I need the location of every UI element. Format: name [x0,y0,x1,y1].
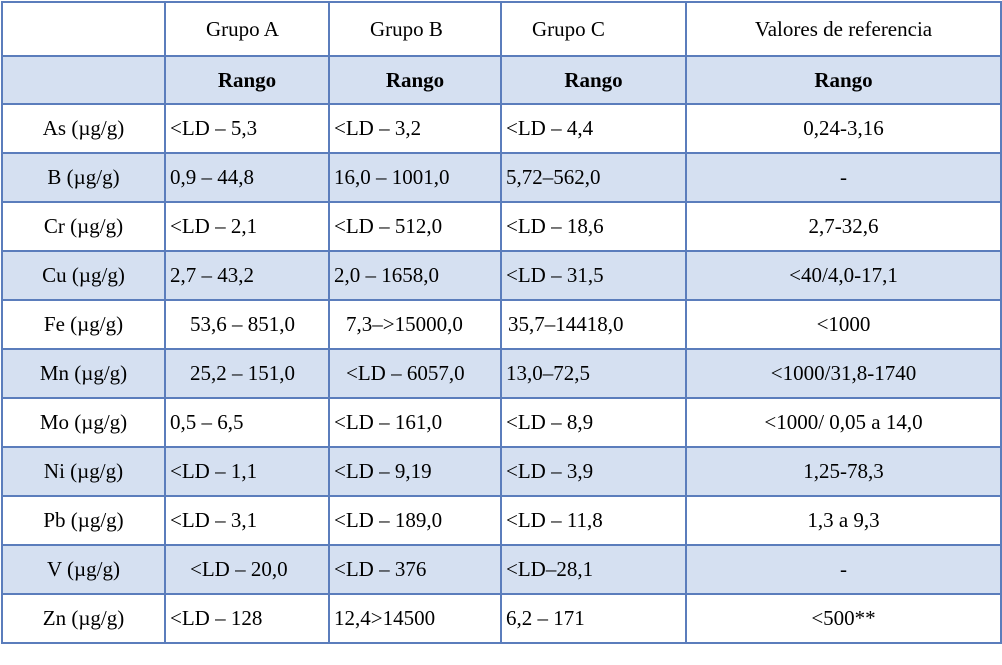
grupo-b-value: 12,4>14500 [328,593,502,644]
data-table: Grupo A Grupo B Grupo C Valores de refer… [1,1,1002,644]
reference-value: <1000 [685,299,1002,350]
table-row: Mo (µg/g) 0,5 – 6,5 <LD – 161,0 <LD – 8,… [1,397,1002,448]
table-row: V (µg/g) <LD – 20,0 <LD – 376 <LD–28,1 - [1,544,1002,595]
subheader-rango-a: Rango [164,55,330,105]
header-valores-referencia: Valores de referencia [685,1,1002,57]
grupo-b-value: 7,3–>15000,0 [328,299,502,350]
grupo-b-value: <LD – 376 [328,544,502,595]
table-row: Fe (µg/g) 53,6 – 851,0 7,3–>15000,0 35,7… [1,299,1002,350]
grupo-b-value: 2,0 – 1658,0 [328,250,502,301]
table-row: Cu (µg/g) 2,7 – 43,2 2,0 – 1658,0 <LD – … [1,250,1002,301]
subheader-rango-c: Rango [500,55,687,105]
table-row: Zn (µg/g) <LD – 128 12,4>14500 6,2 – 171… [1,593,1002,644]
header-corner-cell [1,1,166,57]
grupo-a-value: 25,2 – 151,0 [164,348,330,399]
table-row: Cr (µg/g) <LD – 2,1 <LD – 512,0 <LD – 18… [1,201,1002,252]
element-label: Mo (µg/g) [1,397,166,448]
subheader-corner-cell [1,55,166,105]
grupo-c-value: 5,72–562,0 [500,152,687,203]
element-label: Zn (µg/g) [1,593,166,644]
grupo-c-value: <LD – 3,9 [500,446,687,497]
element-label: As (µg/g) [1,103,166,154]
reference-value: <1000/31,8-1740 [685,348,1002,399]
header-grupo-a: Grupo A [164,1,330,57]
grupo-b-value: <LD – 6057,0 [328,348,502,399]
grupo-b-value: <LD – 189,0 [328,495,502,546]
element-label: B (µg/g) [1,152,166,203]
element-label: Cu (µg/g) [1,250,166,301]
header-grupo-b: Grupo B [328,1,502,57]
grupo-a-value: 0,9 – 44,8 [164,152,330,203]
reference-value: 1,3 a 9,3 [685,495,1002,546]
grupo-b-value: <LD – 9,19 [328,446,502,497]
grupo-b-value: <LD – 161,0 [328,397,502,448]
element-label: Ni (µg/g) [1,446,166,497]
grupo-a-value: 53,6 – 851,0 [164,299,330,350]
subheader-rango-b: Rango [328,55,502,105]
element-label: Cr (µg/g) [1,201,166,252]
table-row: Ni (µg/g) <LD – 1,1 <LD – 9,19 <LD – 3,9… [1,446,1002,497]
grupo-c-value: 35,7–14418,0 [500,299,687,350]
grupo-c-value: <LD – 8,9 [500,397,687,448]
grupo-a-value: <LD – 20,0 [164,544,330,595]
reference-value: <500** [685,593,1002,644]
subheader-rango-ref: Rango [685,55,1002,105]
header-grupo-c: Grupo C [500,1,687,57]
table-row: B (µg/g) 0,9 – 44,8 16,0 – 1001,0 5,72–5… [1,152,1002,203]
table-row: Mn (µg/g) 25,2 – 151,0 <LD – 6057,0 13,0… [1,348,1002,399]
reference-value: 0,24-3,16 [685,103,1002,154]
grupo-c-value: 6,2 – 171 [500,593,687,644]
grupo-a-value: <LD – 2,1 [164,201,330,252]
grupo-c-value: 13,0–72,5 [500,348,687,399]
element-label: Fe (µg/g) [1,299,166,350]
element-label: V (µg/g) [1,544,166,595]
table-header-row: Grupo A Grupo B Grupo C Valores de refer… [1,1,1002,57]
table-subheader-row: Rango Rango Rango Rango [1,55,1002,105]
grupo-a-value: 2,7 – 43,2 [164,250,330,301]
grupo-c-value: <LD – 4,4 [500,103,687,154]
reference-value: <40/4,0-17,1 [685,250,1002,301]
reference-value: - [685,152,1002,203]
reference-value: <1000/ 0,05 a 14,0 [685,397,1002,448]
grupo-c-value: <LD – 31,5 [500,250,687,301]
reference-value: 1,25-78,3 [685,446,1002,497]
grupo-a-value: <LD – 1,1 [164,446,330,497]
element-label: Pb (µg/g) [1,495,166,546]
grupo-a-value: 0,5 – 6,5 [164,397,330,448]
element-label: Mn (µg/g) [1,348,166,399]
grupo-b-value: <LD – 512,0 [328,201,502,252]
grupo-b-value: <LD – 3,2 [328,103,502,154]
grupo-c-value: <LD – 11,8 [500,495,687,546]
table-row: As (µg/g) <LD – 5,3 <LD – 3,2 <LD – 4,4 … [1,103,1002,154]
reference-value: - [685,544,1002,595]
grupo-c-value: <LD – 18,6 [500,201,687,252]
grupo-a-value: <LD – 5,3 [164,103,330,154]
grupo-a-value: <LD – 3,1 [164,495,330,546]
reference-value: 2,7-32,6 [685,201,1002,252]
table-row: Pb (µg/g) <LD – 3,1 <LD – 189,0 <LD – 11… [1,495,1002,546]
grupo-a-value: <LD – 128 [164,593,330,644]
grupo-c-value: <LD–28,1 [500,544,687,595]
grupo-b-value: 16,0 – 1001,0 [328,152,502,203]
